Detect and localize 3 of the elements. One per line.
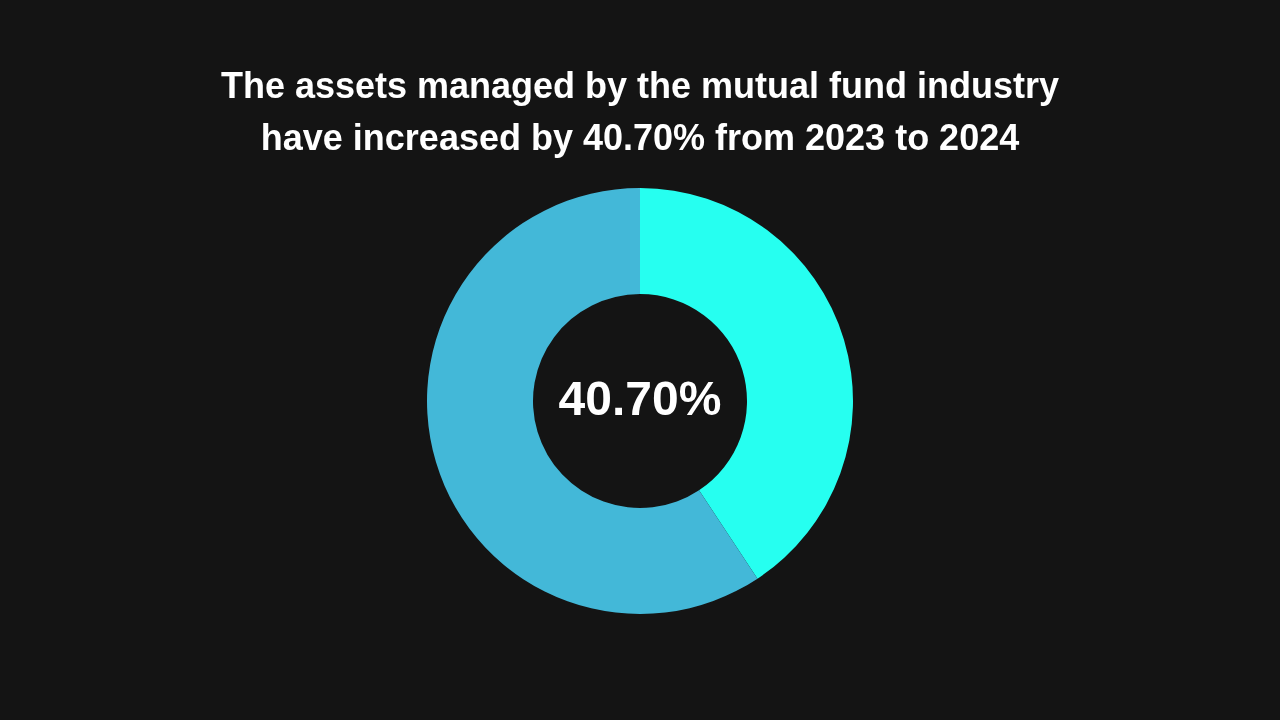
donut-slice xyxy=(427,188,758,614)
chart-title: The assets managed by the mutual fund industry have increased by 40.70% from 2023 to 2024 xyxy=(220,65,1060,158)
text: 40.70% xyxy=(558,372,722,425)
